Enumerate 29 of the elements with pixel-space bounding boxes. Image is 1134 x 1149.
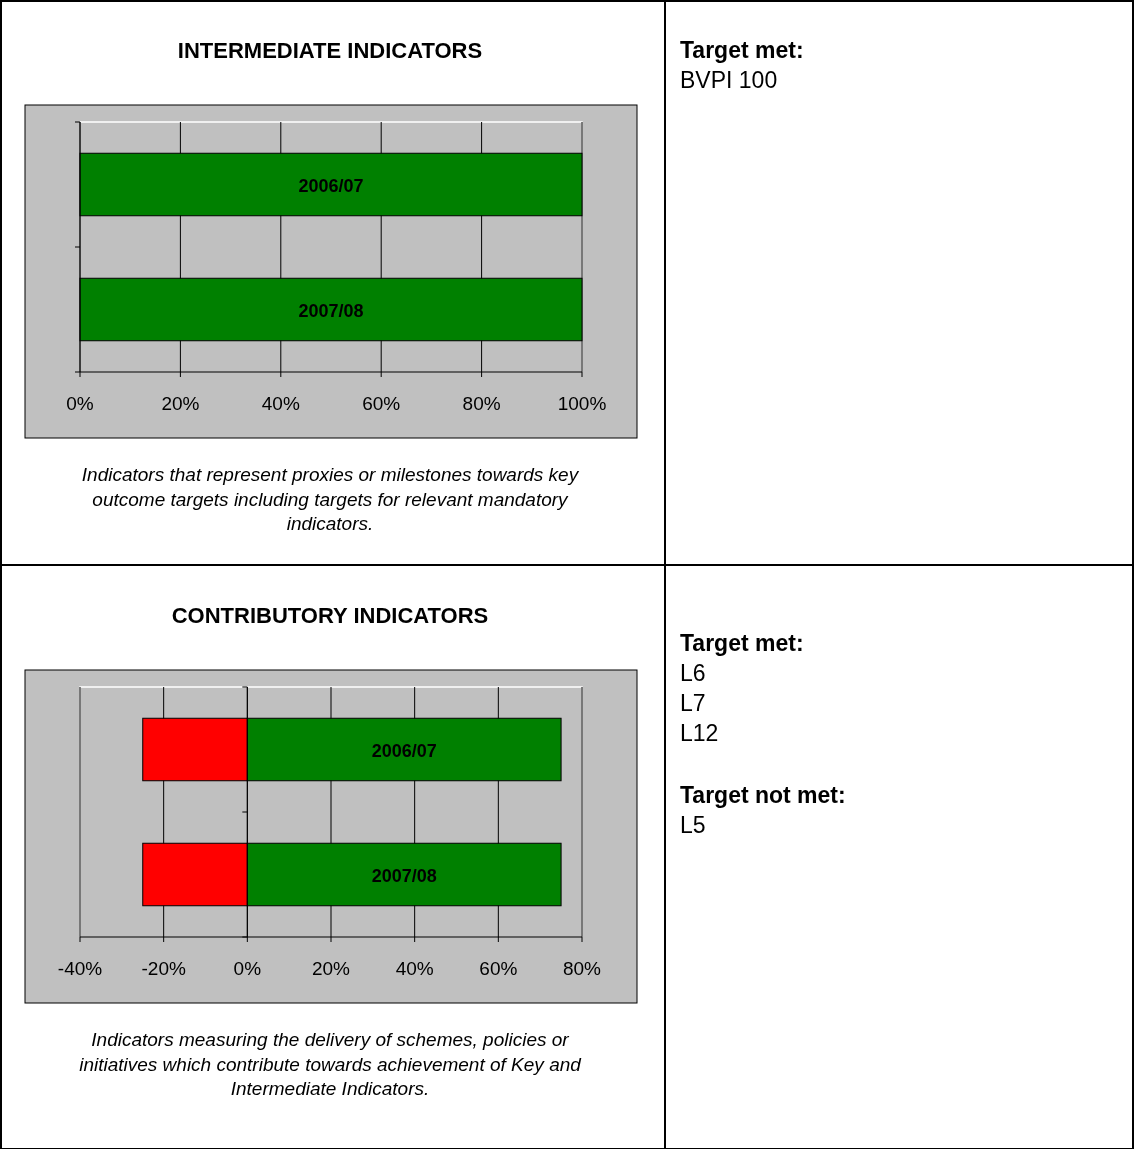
x-tick-label: 0% [66, 393, 94, 414]
x-tick-label: 60% [362, 393, 401, 414]
text: L6 [680, 660, 706, 686]
x-tick-label: 20% [311, 958, 351, 979]
x-tick-label: 20% [161, 393, 200, 414]
text: Indicators that represent proxies or milestones towards key outcome targets including targets for relevant mandatory indicators. [81, 464, 580, 534]
text: L5 [680, 812, 706, 838]
text: L7 [680, 690, 706, 716]
y-tick-label: 2006/07 [298, 175, 364, 196]
x-tick-label: 80% [562, 958, 602, 979]
x-tick-label: 100% [557, 393, 607, 414]
chart-title: CONTRIBUTORY INDICATORS [171, 603, 489, 628]
y-tick-label: 2006/07 [371, 740, 437, 761]
x-tick-label: -40% [57, 958, 103, 979]
y-tick-label: 2007/08 [371, 865, 437, 886]
text: Indicators measuring the delivery of schemes, policies or initiatives which contribute towards achievement of Key and Intermediate Indicators. [79, 1029, 583, 1099]
x-tick-label: -20% [141, 958, 186, 979]
y-tick-label: 2007/08 [298, 300, 364, 321]
x-tick-label: 40% [261, 393, 300, 414]
text: Target met: [680, 630, 804, 656]
text: Target not met: [680, 782, 846, 808]
x-tick-label: 0% [233, 958, 262, 979]
chart-title: INTERMEDIATE INDICATORS [177, 38, 483, 63]
x-tick-label: 40% [395, 958, 434, 979]
x-tick-label: 60% [479, 958, 518, 979]
text: BVPI 100 [680, 67, 778, 93]
text: Target met: [680, 37, 804, 63]
text: L12 [680, 720, 719, 746]
x-tick-label: 80% [462, 393, 501, 414]
